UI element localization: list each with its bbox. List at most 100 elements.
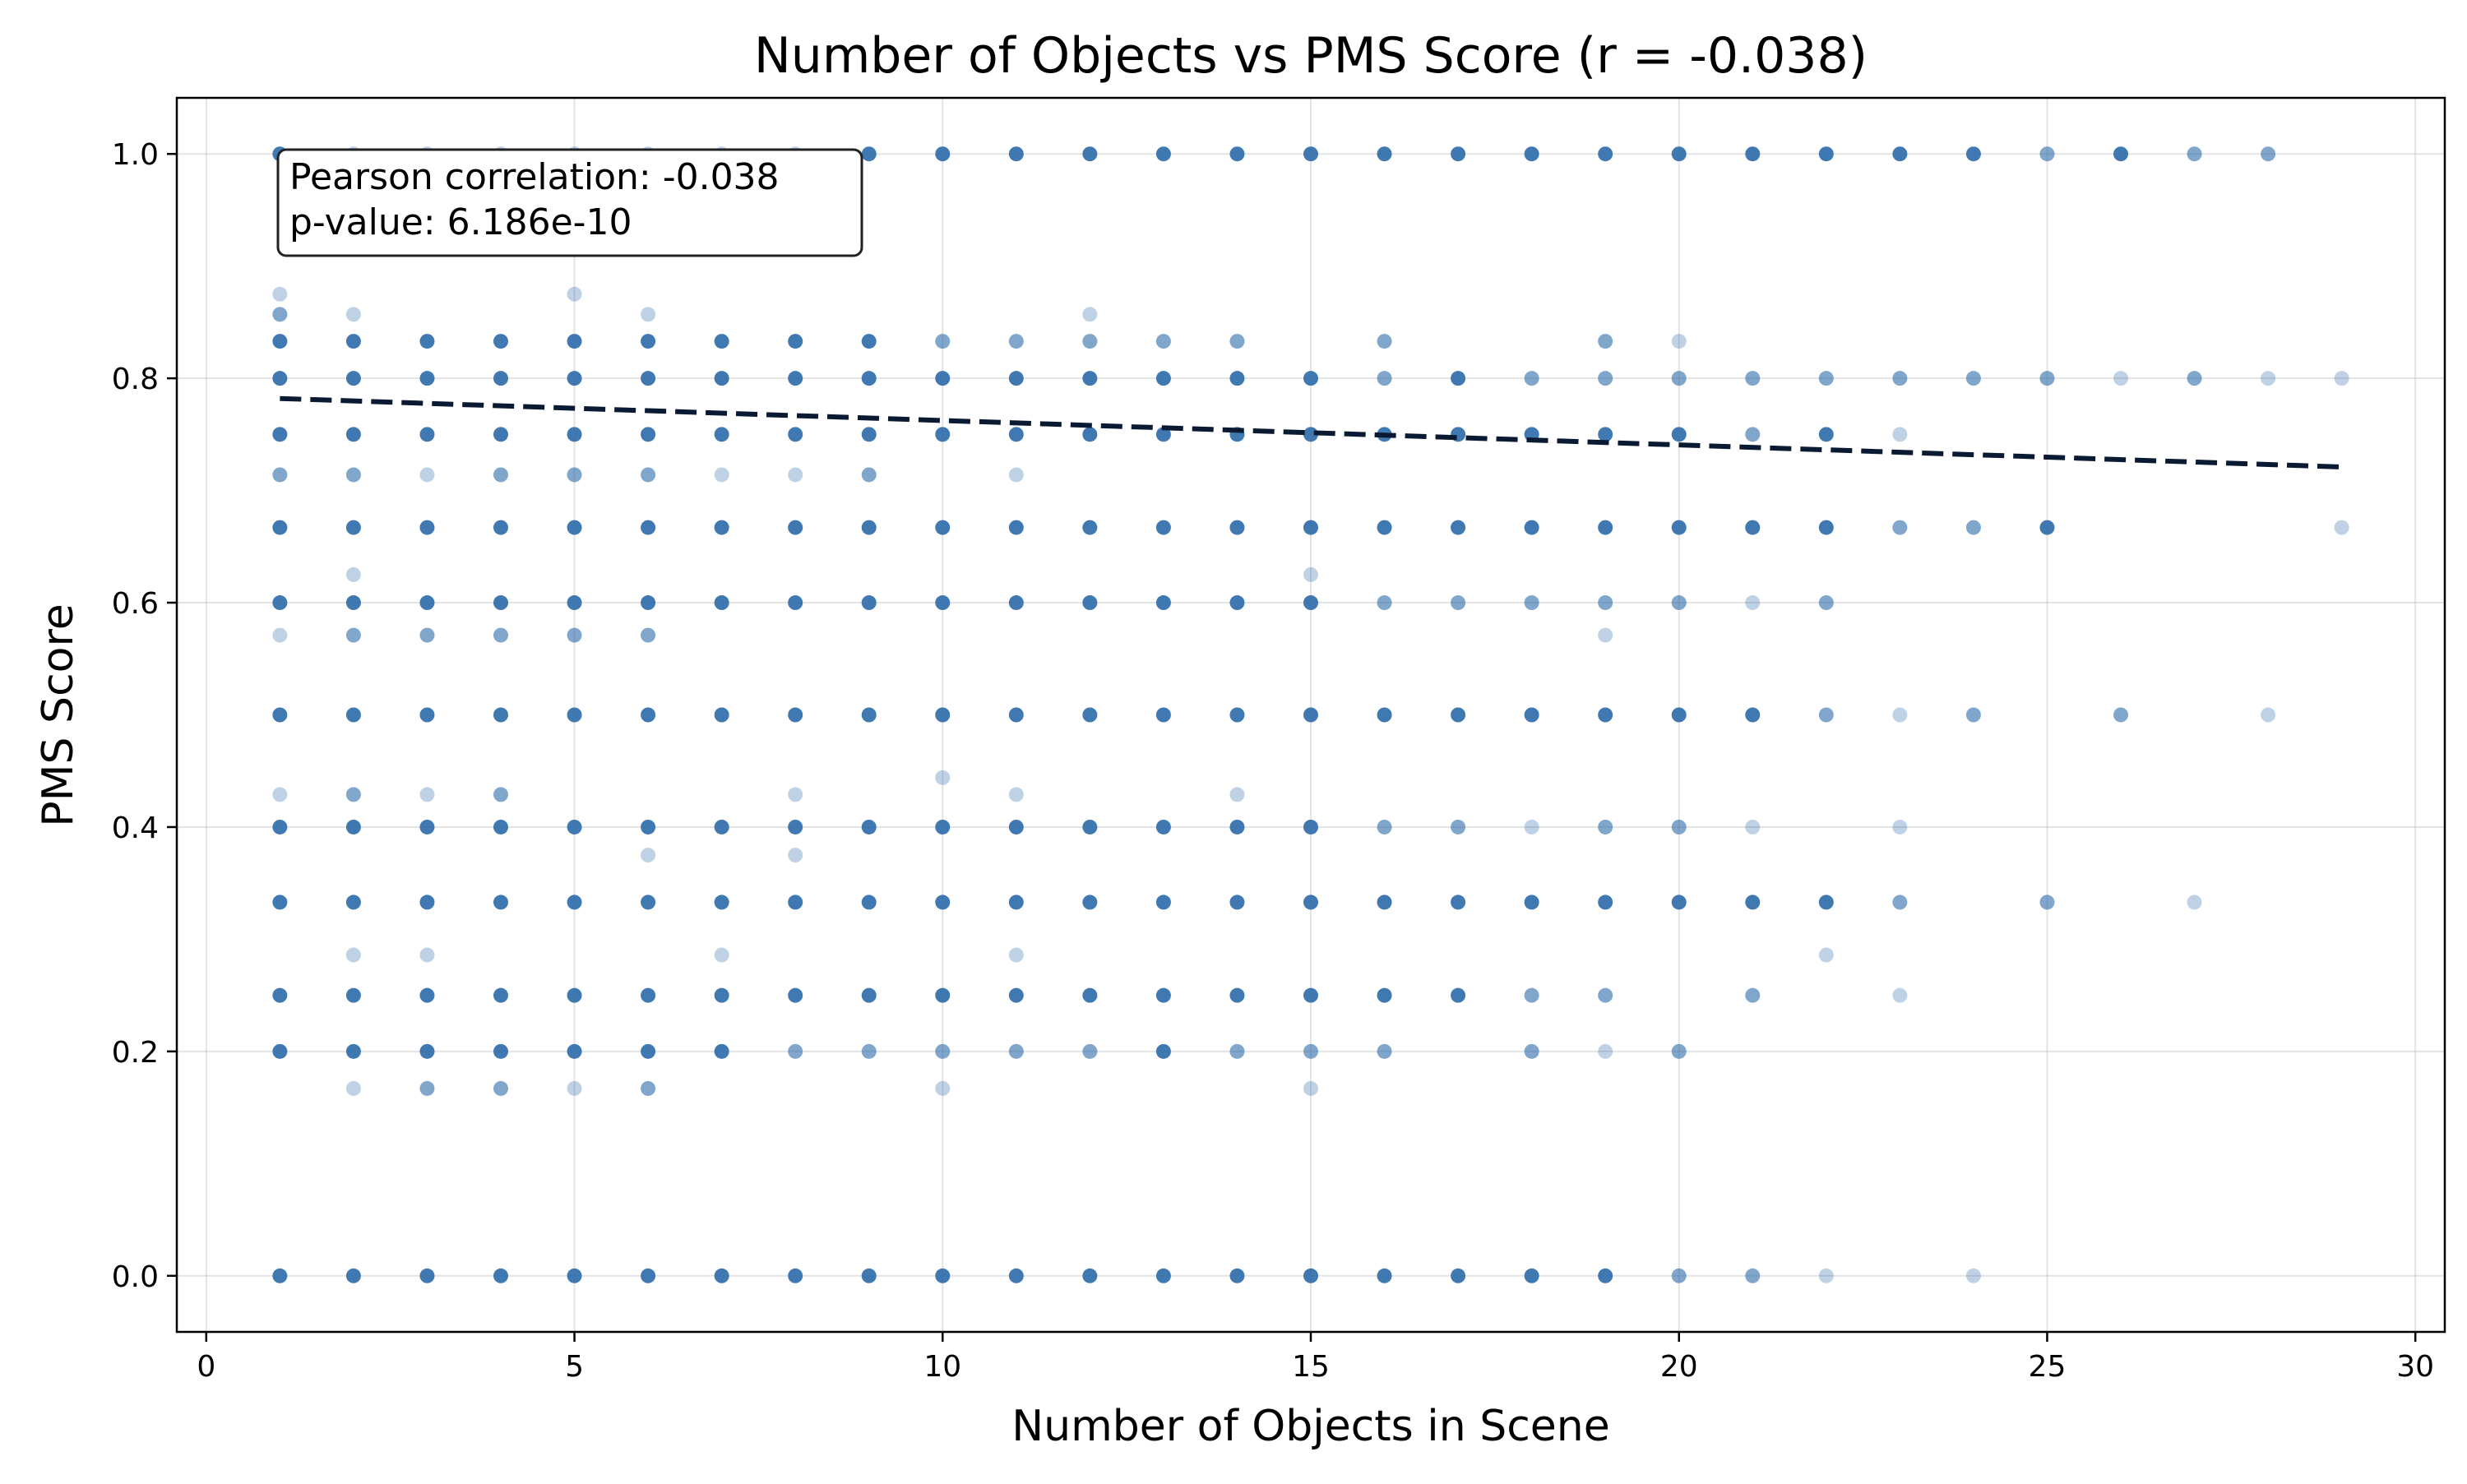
data-point: [714, 1268, 729, 1283]
data-point: [1229, 1268, 1245, 1283]
data-point: [861, 819, 877, 834]
data-point: [935, 1043, 951, 1059]
data-point: [1451, 987, 1466, 1003]
data-point: [861, 1043, 877, 1059]
data-point: [419, 1043, 435, 1059]
data-point: [935, 819, 951, 834]
data-point: [272, 371, 288, 386]
data-point: [2187, 895, 2202, 910]
data-point: [1008, 467, 1024, 483]
data-point: [493, 427, 508, 442]
x-tick-label: 0: [197, 1350, 215, 1384]
data-point: [1155, 595, 1171, 611]
data-point: [1155, 334, 1171, 349]
data-point: [714, 334, 729, 349]
data-point: [1303, 1268, 1318, 1283]
data-point: [1892, 819, 1908, 834]
data-point: [1008, 895, 1024, 910]
data-point: [419, 627, 435, 643]
data-point: [567, 707, 582, 723]
data-point: [1965, 371, 1981, 386]
data-point: [1524, 819, 1539, 834]
data-point: [1303, 566, 1318, 582]
data-point: [1303, 819, 1318, 834]
data-point: [641, 467, 656, 483]
data-point: [861, 987, 877, 1003]
data-point: [641, 895, 656, 910]
data-point: [1524, 595, 1539, 611]
data-point: [788, 520, 803, 535]
data-point: [1598, 819, 1613, 834]
data-point: [1965, 520, 1981, 535]
data-point: [272, 520, 288, 535]
data-point: [419, 1268, 435, 1283]
data-point: [1671, 520, 1687, 535]
data-point: [1524, 146, 1539, 162]
data-point: [1377, 334, 1392, 349]
data-point: [1818, 427, 1834, 442]
data-point: [1745, 595, 1761, 611]
data-point: [2113, 707, 2128, 723]
data-point: [567, 286, 582, 302]
data-point: [1303, 987, 1318, 1003]
x-tick-label: 5: [565, 1350, 584, 1384]
stats-annotation: Pearson correlation: -0.038 p-value: 6.1…: [276, 148, 863, 257]
data-point: [345, 895, 361, 910]
data-point: [1155, 707, 1171, 723]
data-point: [1155, 987, 1171, 1003]
data-point: [1377, 819, 1392, 834]
data-point: [1229, 819, 1245, 834]
data-point: [345, 1268, 361, 1283]
data-point: [714, 947, 729, 963]
data-point: [1818, 707, 1834, 723]
data-point: [493, 520, 508, 535]
data-point: [641, 848, 656, 863]
data-point: [1229, 334, 1245, 349]
data-point: [641, 520, 656, 535]
data-point: [1229, 1043, 1245, 1059]
y-tick-label: 0.8: [112, 363, 159, 396]
data-point: [1745, 371, 1761, 386]
data-point: [1303, 1043, 1318, 1059]
data-point: [2113, 371, 2128, 386]
data-point: [1303, 146, 1318, 162]
data-point: [1377, 595, 1392, 611]
data-point: [567, 627, 582, 643]
data-point: [345, 371, 361, 386]
data-point: [1155, 895, 1171, 910]
data-point: [1008, 787, 1024, 802]
data-point: [1965, 1268, 1981, 1283]
data-point: [493, 1043, 508, 1059]
data-point: [1892, 146, 1908, 162]
trend-line: [280, 395, 2342, 469]
data-point: [641, 307, 656, 322]
data-point: [1598, 895, 1613, 910]
data-point: [1671, 819, 1687, 834]
data-point: [1155, 819, 1171, 834]
data-point: [567, 371, 582, 386]
data-point: [272, 595, 288, 611]
data-point: [1818, 895, 1834, 910]
data-point: [641, 1043, 656, 1059]
data-point: [1598, 707, 1613, 723]
data-point: [493, 467, 508, 483]
chart-title: Number of Objects vs PMS Score (r = -0.0…: [754, 27, 1868, 85]
data-point: [1155, 1268, 1171, 1283]
data-point: [1745, 819, 1761, 834]
data-point: [345, 595, 361, 611]
data-point: [345, 947, 361, 963]
data-point: [345, 1080, 361, 1096]
data-point: [567, 427, 582, 442]
data-point: [1671, 1043, 1687, 1059]
data-point: [1155, 427, 1171, 442]
data-point: [1671, 1268, 1687, 1283]
data-point: [345, 520, 361, 535]
data-point: [345, 334, 361, 349]
data-point: [641, 595, 656, 611]
data-point: [493, 1268, 508, 1283]
data-point: [1745, 707, 1761, 723]
data-point: [714, 895, 729, 910]
data-point: [1818, 1268, 1834, 1283]
data-point: [861, 595, 877, 611]
data-point: [1008, 707, 1024, 723]
